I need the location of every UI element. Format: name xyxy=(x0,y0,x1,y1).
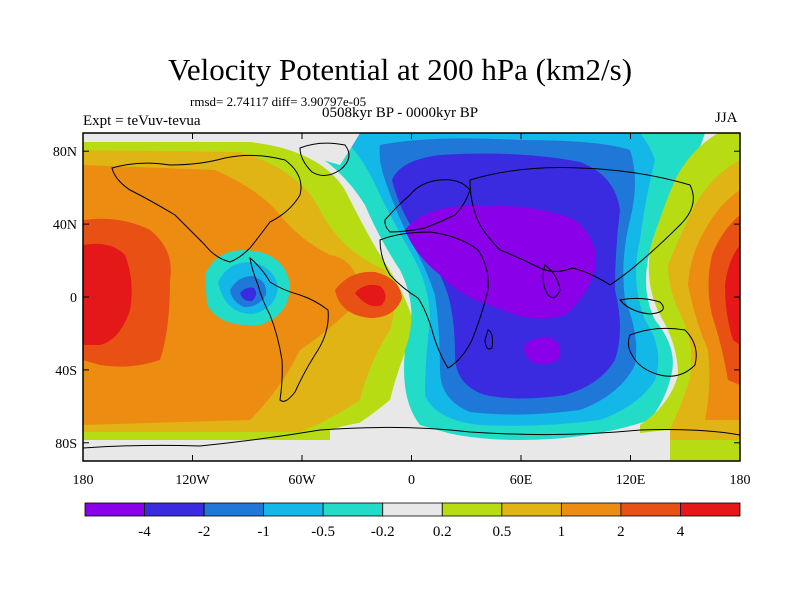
lat-tick-label: 0 xyxy=(70,291,77,306)
stats-label: rmsd= 2.74117 diff= 3.90797e-05 xyxy=(190,94,367,109)
colorbar-swatch xyxy=(144,502,205,517)
colorbar-label: -4 xyxy=(138,524,151,540)
colorbar-swatch xyxy=(560,502,622,517)
colorbar-label: 1 xyxy=(558,524,566,540)
colorbar-label: -0.2 xyxy=(371,524,395,540)
lat-tick-label: 80N xyxy=(53,145,77,160)
colorbar-swatch xyxy=(501,502,562,517)
lon-tick-label: 0 xyxy=(408,473,415,488)
positive-region-east-red1 xyxy=(708,215,740,385)
lat-tick-label: 40S xyxy=(55,364,77,379)
plot-title: Velocity Potential at 200 hPa (km2/s) xyxy=(167,52,633,87)
antarctic-neutral xyxy=(330,420,670,461)
lon-tick-label: 60E xyxy=(510,473,533,488)
negative-region-east-purple xyxy=(405,205,596,319)
period-label: 0508kyr BP - 0000kyr BP xyxy=(322,105,479,121)
coastlines xyxy=(83,142,740,449)
lon-tick-label: 120W xyxy=(175,473,210,488)
colorbar-swatch xyxy=(680,502,741,517)
colorbar-label: 0.2 xyxy=(433,524,452,540)
colorbar-swatch xyxy=(263,502,324,517)
colorbar-swatch xyxy=(382,502,443,517)
colorbar-swatch xyxy=(203,502,265,517)
lon-tick-label: 60W xyxy=(288,473,316,488)
colorbar-label: -2 xyxy=(198,524,211,540)
lon-tick-label: 180 xyxy=(73,473,94,488)
arctic-neutral xyxy=(260,133,360,165)
colorbar-label: 4 xyxy=(677,524,685,540)
colorbar-swatch xyxy=(441,502,503,517)
colorbar-label: -1 xyxy=(257,524,270,540)
lat-tick-label: 40N xyxy=(53,218,77,233)
tick-layer: 80N 40N 0 40S 80S 180 120W 60W 0 60E 120E 180 xyxy=(53,133,751,488)
positive-cell-atlantic-core xyxy=(355,284,386,307)
colorbar-swatch xyxy=(84,502,145,517)
colorbar-label: 0.5 xyxy=(492,524,511,540)
colorbar-label: 2 xyxy=(617,524,625,540)
colorbar-swatch xyxy=(322,502,384,517)
season-label: JJA xyxy=(715,110,738,126)
lon-tick-label: 120E xyxy=(616,473,646,488)
lat-tick-label: 80S xyxy=(55,437,77,452)
negative-region-east-purple-south xyxy=(524,337,561,365)
contour-fill-layer xyxy=(83,133,740,461)
positive-region-east-red2 xyxy=(725,245,740,345)
colorbar-label: -0.5 xyxy=(311,524,335,540)
colorbar-swatch xyxy=(620,502,681,517)
colorbar: -4 -2 -1 -0.5 -0.2 0.2 0.5 1 2 4 xyxy=(84,502,741,540)
lon-tick-label: 180 xyxy=(730,473,751,488)
experiment-label: Expt = teVuv-tevua xyxy=(83,113,201,129)
negative-cell-epac-center xyxy=(240,287,257,302)
positive-region-west-red2 xyxy=(83,243,132,345)
